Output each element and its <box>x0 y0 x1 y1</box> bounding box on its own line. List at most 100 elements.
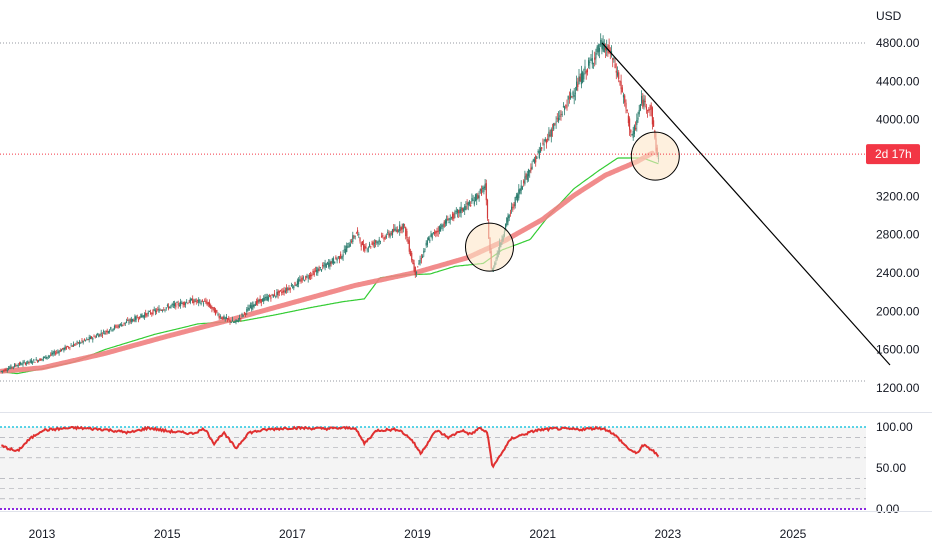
candle-body <box>551 130 554 132</box>
candle-body <box>77 342 79 344</box>
candle-body <box>264 296 266 301</box>
candle-body <box>65 346 67 349</box>
candle-body <box>39 358 41 361</box>
candle-body <box>483 186 485 192</box>
candle-body <box>207 302 209 305</box>
candle-body <box>347 243 349 245</box>
candle-body <box>24 362 26 365</box>
candle-body <box>636 119 638 125</box>
candle-body <box>163 309 165 311</box>
candle-body <box>22 362 24 365</box>
price-axis[interactable]: USD 4800.00 4400.00 4000.00 3200.00 2800.00 2… <box>866 9 920 516</box>
candle-body <box>51 352 53 355</box>
candle-body <box>464 206 466 211</box>
candle-body <box>311 274 313 277</box>
candle-body <box>305 276 307 280</box>
candle-body <box>423 250 425 253</box>
candle-body <box>396 229 398 232</box>
candle-body <box>591 58 593 65</box>
time-tick-label: 2013 <box>29 527 56 541</box>
candle-body <box>58 351 60 354</box>
candle-body <box>647 110 649 111</box>
candle-body <box>514 197 516 206</box>
candle-body <box>213 307 215 313</box>
candle-body <box>472 199 474 201</box>
candle-body <box>539 147 542 153</box>
candle-body <box>76 341 78 343</box>
candle-body <box>41 358 43 360</box>
candle-body <box>405 227 407 236</box>
candle-body <box>353 236 355 238</box>
candle-body <box>390 233 392 235</box>
candle-body <box>48 355 51 357</box>
candle-body <box>536 156 538 159</box>
candle-body <box>100 332 102 335</box>
candle-body <box>7 368 10 370</box>
candle-body <box>582 72 584 83</box>
candle-body <box>177 303 179 306</box>
candle-body <box>562 106 564 108</box>
candle-body <box>350 241 353 243</box>
candle-body <box>348 245 350 248</box>
candle-body <box>206 302 208 305</box>
candle-body <box>429 239 431 242</box>
candle-body <box>1 370 4 372</box>
candle-body <box>335 256 337 259</box>
candle-body <box>645 106 647 110</box>
price-tick-label: 3200.00 <box>876 189 920 203</box>
candle-body <box>372 241 374 246</box>
candle-body <box>133 320 135 321</box>
candle-body <box>214 309 217 315</box>
candle-body <box>212 307 214 308</box>
candle-body <box>3 370 5 372</box>
candle-body <box>584 66 586 71</box>
candle-body <box>134 316 136 322</box>
candle-body <box>631 134 633 136</box>
candle-body <box>444 220 446 224</box>
candle-body <box>64 346 66 350</box>
candle-body <box>251 305 253 310</box>
candle-body <box>32 362 34 364</box>
candle-body <box>535 156 537 163</box>
candle-body <box>598 48 601 52</box>
countdown-badge-bg <box>866 144 920 165</box>
candle-body <box>42 357 44 359</box>
candle-body <box>145 312 147 316</box>
candle-body <box>425 242 427 246</box>
candle-body <box>110 327 112 330</box>
candle-body <box>142 315 144 317</box>
candle-body <box>424 248 426 250</box>
oscillator-panel[interactable] <box>0 425 866 510</box>
candle-body <box>184 303 187 305</box>
candle-body <box>375 240 377 243</box>
candle-body <box>541 147 543 150</box>
candle-body <box>29 360 31 363</box>
candle-body <box>246 309 248 312</box>
candle-body <box>419 259 421 264</box>
oscillator-line <box>1 425 660 469</box>
candle-body <box>570 92 572 99</box>
candle-body <box>290 285 292 287</box>
candle-body <box>175 302 177 308</box>
candle-body <box>376 241 378 243</box>
candle-body <box>329 260 331 267</box>
candle-body <box>331 258 333 264</box>
candle-body <box>56 351 58 353</box>
candle-body <box>639 104 641 111</box>
candle-body <box>412 260 414 265</box>
candle-body <box>579 76 581 82</box>
candle-body <box>162 310 164 312</box>
candle-body <box>30 360 32 364</box>
candle-body <box>594 57 596 60</box>
candle-body <box>188 302 190 303</box>
price-panel[interactable] <box>0 33 891 382</box>
candle-body <box>482 187 484 189</box>
oscillator-dash-lines <box>0 436 866 500</box>
candle-body <box>325 264 327 268</box>
candle-body <box>82 340 84 343</box>
candle-body <box>74 344 76 346</box>
time-axis[interactable]: 2013 2015 2017 2019 2021 2023 2025 <box>29 527 807 541</box>
candle-body <box>635 127 637 130</box>
candle-body <box>391 229 394 236</box>
